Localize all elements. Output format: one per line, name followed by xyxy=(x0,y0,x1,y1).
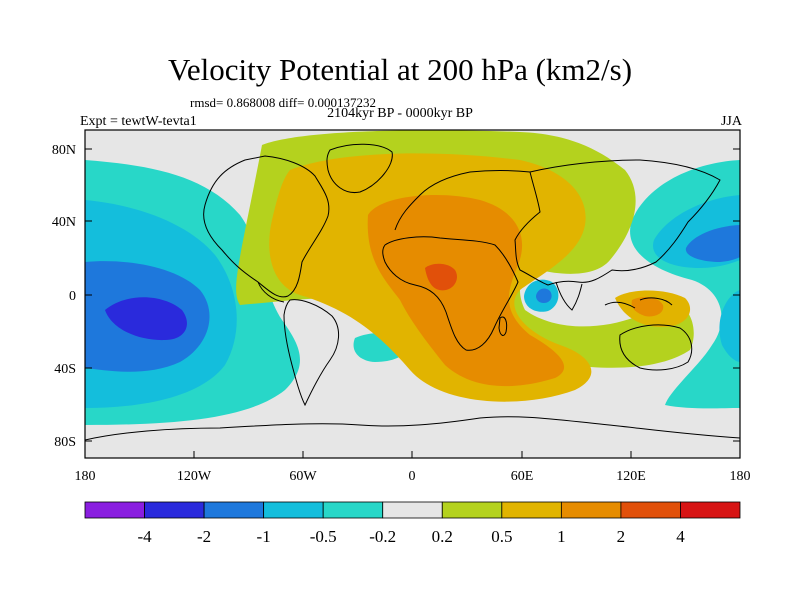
coast-africa xyxy=(382,236,519,351)
coast-indonesia xyxy=(604,297,673,309)
colorbar-swatch-8 xyxy=(560,501,622,519)
contour-pos-2 xyxy=(425,263,457,291)
colorbar-label-7: 1 xyxy=(557,527,566,546)
plot-subtitle: 2104kyr BP - 0000kyr BP xyxy=(327,106,473,121)
lat-label-80s: 80S xyxy=(54,435,76,450)
lon-ticks xyxy=(84,451,741,458)
colorbar-label-0: -4 xyxy=(137,527,152,546)
contour-pos-1-indonesia xyxy=(631,297,664,317)
experiment-label: Expt = tewtW-tevta1 xyxy=(80,114,197,129)
plot-title: Velocity Potential at 200 hPa (km2/s) xyxy=(167,52,633,87)
colorbar-swatch-1 xyxy=(144,501,205,519)
lon-label-120w: 120W xyxy=(177,469,212,484)
season-label: JJA xyxy=(720,114,742,129)
lat-ticks xyxy=(85,148,740,442)
lon-label-60w: 60W xyxy=(289,469,317,484)
coastlines xyxy=(85,143,740,441)
contour-neg-arabian-sea-core xyxy=(536,288,552,303)
coast-australia xyxy=(619,324,693,371)
lon-label-0: 0 xyxy=(409,469,416,484)
colorbar-swatch-4 xyxy=(322,501,384,519)
colorbar-label-5: 0.2 xyxy=(432,527,453,546)
coast-north-america xyxy=(203,155,330,298)
colorbar-swatch-3 xyxy=(263,501,324,519)
coast-antarctica xyxy=(85,416,740,441)
colorbar-swatch-6 xyxy=(441,501,503,519)
lon-label-60e: 60E xyxy=(511,469,534,484)
lat-label-40n: 40N xyxy=(52,215,76,230)
lat-label-0: 0 xyxy=(69,289,76,304)
colorbar-label-4: -0.2 xyxy=(369,527,396,546)
colorbar-label-3: -0.5 xyxy=(310,527,337,546)
stats-line: rmsd= 0.868008 diff= 0.000137232 xyxy=(190,95,376,110)
velocity-potential-field xyxy=(85,130,740,458)
colorbar-label-8: 2 xyxy=(617,527,626,546)
colorbar-swatch-7 xyxy=(501,501,562,519)
lon-label-120e: 120E xyxy=(616,469,646,484)
colorbar-swatch-5 xyxy=(382,501,443,519)
colorbar-swatch-2 xyxy=(203,501,265,519)
lon-label-180e: 180 xyxy=(730,469,751,484)
colorbar-label-9: 4 xyxy=(676,527,685,546)
lon-label-180w: 180 xyxy=(75,469,96,484)
coast-greenland xyxy=(326,143,393,194)
contour-neg-east-strong xyxy=(685,225,740,262)
coast-asia xyxy=(514,159,721,286)
colorbar-swatch-0 xyxy=(84,501,145,519)
contour-neg-pacific-core xyxy=(105,297,187,341)
colorbar-label-6: 0.5 xyxy=(491,527,512,546)
coast-india xyxy=(555,281,583,311)
coast-central-america xyxy=(257,281,285,303)
lat-label-40s: 40S xyxy=(54,362,76,377)
colorbar-swatch-10 xyxy=(680,501,741,519)
contour-neg-east-lower xyxy=(719,290,740,362)
coast-europe xyxy=(394,170,531,231)
colorbar-label-2: -1 xyxy=(257,527,271,546)
coast-south-america xyxy=(283,299,339,407)
coast-madagascar xyxy=(498,316,508,336)
colorbar-swatch-9 xyxy=(620,501,681,519)
lat-label-80n: 80N xyxy=(52,143,76,158)
colorbar: -4 -2 -1 -0.5 -0.2 0.2 0.5 1 2 4 xyxy=(84,501,741,546)
colorbar-label-1: -2 xyxy=(197,527,211,546)
